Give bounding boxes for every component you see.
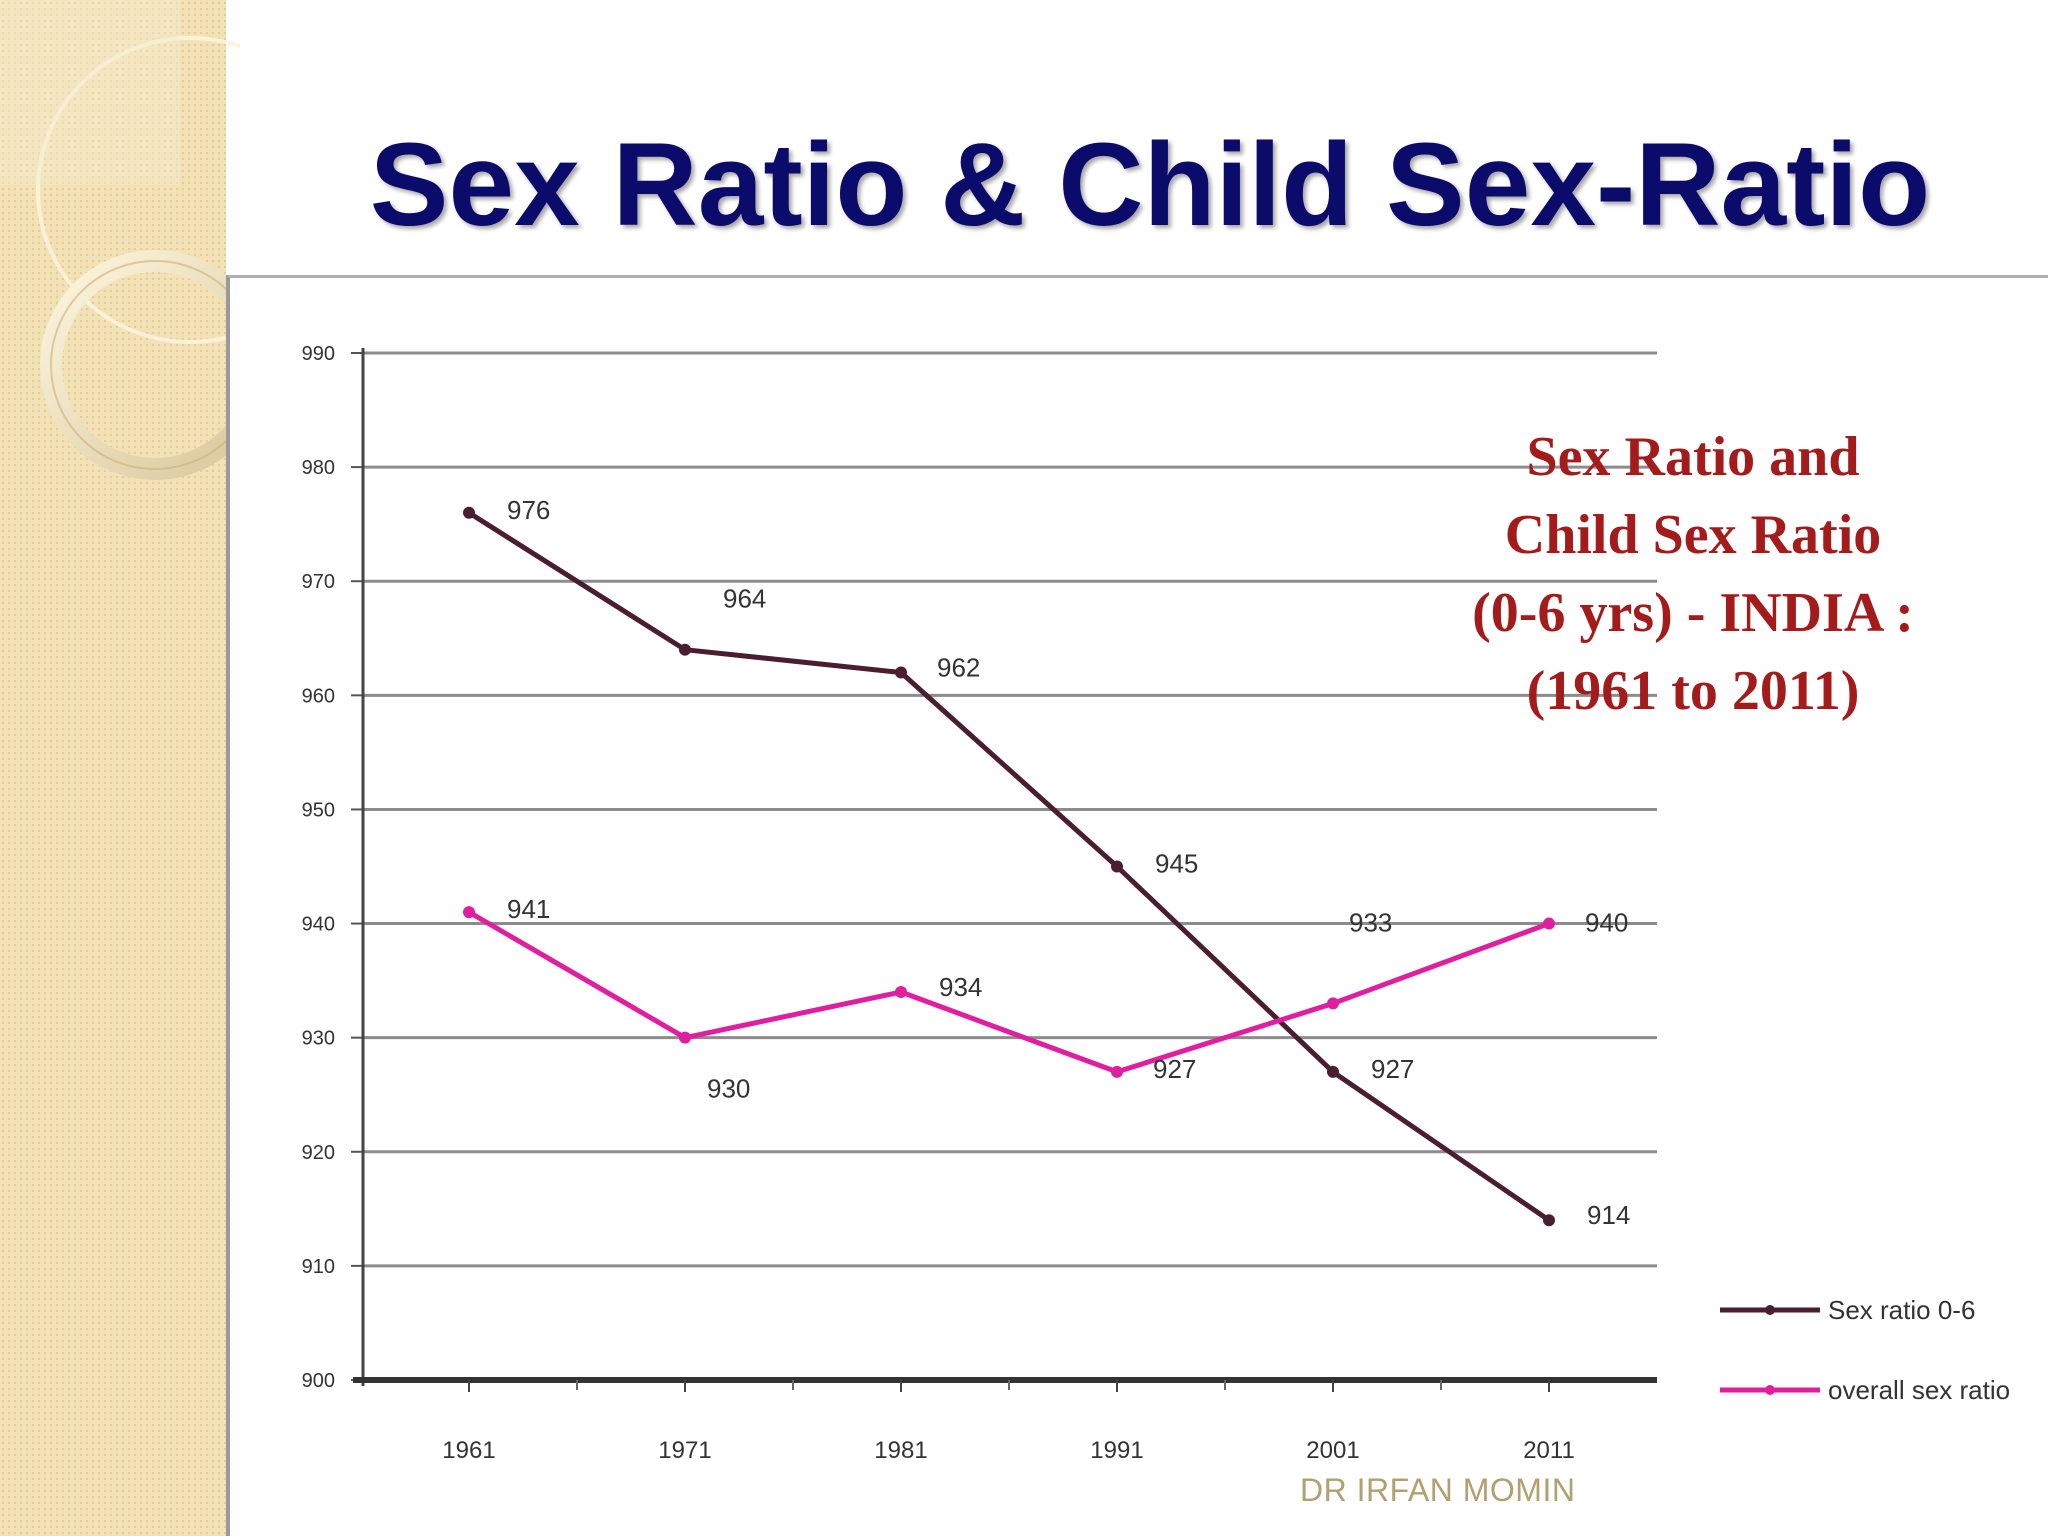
- series-line: [467, 510, 1551, 1223]
- data-point-1991: [1111, 1065, 1123, 1078]
- legend-swatch-marker: [1765, 1385, 1775, 1395]
- data-point-1981: [895, 986, 907, 999]
- series-line: [467, 909, 1550, 1075]
- y-tick-label-900: 900: [302, 1370, 335, 1392]
- y-tick-label-940: 940: [302, 914, 335, 936]
- series-overall-sex-ratio: 941 930 934 927 933 940: [463, 894, 1628, 1104]
- data-point-2001: [1327, 1065, 1339, 1078]
- slide-title: Sex Ratio & Child Sex-Ratio: [369, 119, 1931, 251]
- data-point-1961: [463, 906, 475, 919]
- y-tick-label-930: 930: [302, 1028, 335, 1050]
- y-tick-label-980: 980: [302, 457, 335, 479]
- data-label-1961: 976: [507, 495, 550, 525]
- y-tick-label-910: 910: [302, 1256, 335, 1278]
- gridlines: [363, 351, 1657, 1268]
- data-label-1981: 934: [939, 972, 982, 1002]
- chart-title-line-4: (1961 to 2011): [1527, 660, 1860, 722]
- y-tick-label-970: 970: [302, 571, 335, 593]
- data-point-2011: [1543, 917, 1555, 930]
- data-label-1991: 927: [1153, 1054, 1196, 1084]
- y-tick-label-960: 960: [302, 685, 335, 707]
- x-tick-labels: 1961 1971 1981 1991 2001 2011: [442, 1437, 1575, 1464]
- data-label-2001: 933: [1349, 907, 1392, 937]
- series-sex-ratio-0-6: 976 964 962 945 927 914: [463, 495, 1630, 1230]
- data-label-2011: 914: [1587, 1200, 1630, 1230]
- x-tick-label-2011: 2011: [1523, 1437, 1575, 1464]
- chart-title-line-1: Sex Ratio and: [1527, 426, 1860, 488]
- legend-label: overall sex ratio: [1828, 1375, 2010, 1405]
- x-tick-label-1991: 1991: [1090, 1437, 1143, 1464]
- chart-title-line-3: (0-6 yrs) - INDIA :: [1472, 582, 1914, 644]
- data-point-1971: [679, 643, 691, 656]
- data-label-1961: 941: [507, 894, 550, 924]
- data-point-1981: [895, 666, 907, 679]
- data-point-2001: [1327, 997, 1339, 1010]
- chart-title-line-2: Child Sex Ratio: [1505, 504, 1882, 566]
- data-label-1991: 945: [1155, 849, 1198, 879]
- chart-panel: 900 910 920 930 940 950 960 970 980 990 1961 1971 1…: [226, 275, 2048, 1536]
- y-tick-label-990: 990: [302, 343, 335, 365]
- series-lines: 976 964 962 945 927 914 941 930 934 927 933 940: [463, 495, 1630, 1230]
- y-tick-labels: 900 910 920 930 940 950 960 970 980 990: [302, 343, 335, 1392]
- axes: [351, 348, 1657, 1392]
- legend-label: Sex ratio 0-6: [1828, 1295, 1975, 1325]
- legend-swatch-marker: [1765, 1305, 1775, 1315]
- footer-credit: DR IRFAN MOMIN: [1300, 1472, 1576, 1508]
- x-tick-label-1971: 1971: [658, 1437, 711, 1464]
- data-point-1971: [679, 1031, 691, 1044]
- y-tick-label-920: 920: [302, 1142, 335, 1164]
- data-point-2011: [1543, 1214, 1555, 1227]
- data-label-1981: 962: [937, 653, 980, 683]
- chart-title: Sex Ratio and Child Sex Ratio (0-6 yrs) - …: [1472, 426, 1914, 722]
- y-tick-label-950: 950: [302, 799, 335, 821]
- data-label-2011: 940: [1585, 908, 1628, 938]
- data-point-1961: [463, 506, 475, 519]
- x-tick-label-2001: 2001: [1306, 1437, 1359, 1464]
- data-label-1971: 964: [723, 584, 766, 614]
- x-tick-label-1961: 1961: [442, 1437, 495, 1464]
- decorative-circles: [0, 0, 240, 480]
- legend: Sex ratio 0-6 overall sex ratio: [1720, 1295, 2010, 1405]
- data-label-1971: 930: [707, 1074, 750, 1104]
- x-tick-label-1981: 1981: [874, 1437, 927, 1464]
- data-point-1991: [1111, 860, 1123, 873]
- data-label-2001: 927: [1371, 1054, 1414, 1084]
